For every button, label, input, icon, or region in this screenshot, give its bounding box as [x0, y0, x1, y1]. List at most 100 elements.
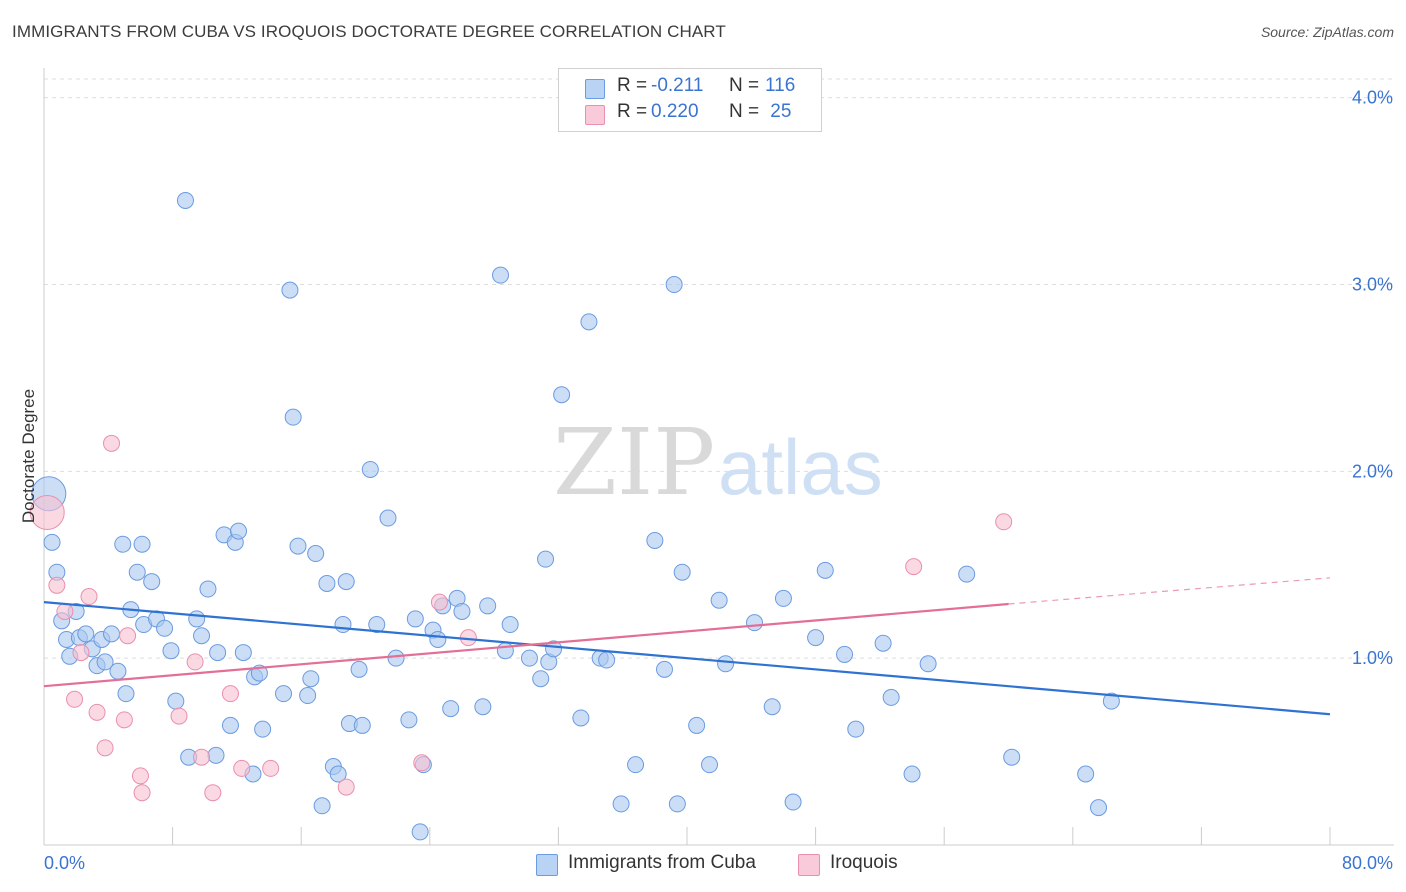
- point-cuba: [1077, 765, 1095, 783]
- point-cuba: [474, 698, 492, 716]
- point-cuba: [289, 537, 307, 555]
- point-iroquois: [80, 588, 98, 606]
- point-iroquois: [905, 558, 923, 576]
- bottom-legend-label-iroquois: Iroquois: [830, 852, 898, 873]
- point-iroquois: [193, 748, 211, 766]
- point-cuba: [193, 627, 211, 645]
- point-cuba: [580, 313, 598, 331]
- point-cuba: [361, 460, 379, 478]
- point-cuba: [275, 685, 293, 703]
- point-cuba: [701, 756, 719, 774]
- point-cuba: [350, 660, 368, 678]
- point-cuba: [479, 597, 497, 615]
- point-cuba: [958, 565, 976, 583]
- bottom-legend-label-cuba: Immigrants from Cuba: [568, 852, 756, 873]
- point-cuba: [847, 720, 865, 738]
- point-cuba: [117, 685, 135, 703]
- point-cuba: [665, 276, 683, 294]
- point-iroquois: [48, 576, 66, 594]
- x-tick-label-min: 0.0%: [44, 853, 85, 873]
- point-cuba: [329, 765, 347, 783]
- point-cuba: [572, 709, 590, 727]
- point-cuba: [688, 716, 706, 734]
- point-iroquois: [115, 711, 133, 729]
- point-iroquois: [995, 513, 1013, 531]
- point-cuba: [496, 642, 514, 660]
- y-tick-label: 3.0%: [1352, 275, 1393, 295]
- point-cuba: [96, 653, 114, 671]
- x-tick-label-max: 80.0%: [1342, 853, 1393, 873]
- point-iroquois: [262, 759, 280, 777]
- point-cuba: [816, 561, 834, 579]
- point-cuba: [114, 535, 132, 553]
- y-tick-label: 2.0%: [1352, 461, 1393, 481]
- legend-swatch-cuba: [585, 79, 605, 99]
- point-cuba: [334, 616, 352, 634]
- points-layer: [29, 191, 1120, 841]
- point-cuba: [254, 720, 272, 738]
- point-cuba: [537, 550, 555, 568]
- point-cuba: [188, 610, 206, 628]
- point-cuba: [882, 688, 900, 706]
- point-cuba: [668, 795, 686, 813]
- point-iroquois: [413, 754, 431, 772]
- point-cuba: [353, 716, 371, 734]
- point-cuba: [532, 670, 550, 688]
- legend-n-value: 25: [765, 101, 792, 122]
- point-cuba: [307, 545, 325, 563]
- point-cuba: [387, 649, 405, 667]
- bottom-legend-swatch-iroquois: [798, 854, 820, 876]
- point-iroquois: [131, 767, 149, 785]
- point-cuba: [199, 580, 217, 598]
- point-cuba: [230, 522, 248, 540]
- watermark-zip: ZIP: [553, 409, 715, 516]
- point-iroquois: [337, 778, 355, 796]
- point-cuba: [1003, 748, 1021, 766]
- point-cuba: [209, 644, 227, 662]
- point-iroquois: [430, 593, 448, 611]
- point-cuba: [302, 670, 320, 688]
- point-cuba: [337, 573, 355, 591]
- point-cuba: [77, 625, 95, 643]
- legend-r-value: -0.211: [651, 75, 704, 96]
- legend-r-value: 0.220: [651, 101, 699, 122]
- point-iroquois: [72, 644, 90, 662]
- point-cuba: [784, 793, 802, 811]
- point-iroquois: [119, 627, 137, 645]
- legend-box: R = -0.211 N = 116 R = 0.220 N = 25: [558, 68, 822, 132]
- watermark-atlas: atlas: [718, 423, 883, 511]
- point-cuba: [281, 281, 299, 299]
- point-cuba: [501, 616, 519, 634]
- bottom-legend-swatch-cuba: [536, 854, 558, 876]
- point-cuba: [598, 651, 616, 669]
- point-cuba: [221, 716, 239, 734]
- point-cuba: [874, 634, 892, 652]
- point-cuba: [710, 591, 728, 609]
- point-cuba: [717, 655, 735, 673]
- point-cuba: [492, 266, 510, 284]
- point-cuba: [318, 574, 336, 592]
- labels-layer: Doctorate Degree 0.0% 80.0% 1.0% 2.0% 3.0%…: [19, 88, 1393, 873]
- point-cuba: [103, 625, 121, 643]
- point-cuba: [919, 655, 937, 673]
- point-cuba: [774, 589, 792, 607]
- trend-layer: [43, 577, 1331, 716]
- point-cuba: [128, 563, 146, 581]
- point-cuba: [234, 644, 252, 662]
- point-iroquois: [66, 690, 84, 708]
- chart-source: Source: ZipAtlas.com: [1260, 24, 1394, 40]
- y-tick-label: 4.0%: [1352, 88, 1393, 108]
- point-cuba: [746, 614, 764, 632]
- point-cuba: [400, 711, 418, 729]
- point-cuba: [313, 797, 331, 815]
- point-iroquois: [103, 434, 121, 452]
- point-cuba: [167, 692, 185, 710]
- chart-title: IMMIGRANTS FROM CUBA VS IROQUOIS DOCTORA…: [12, 22, 726, 41]
- point-cuba: [207, 746, 225, 764]
- trend-line-iroquois-extension: [1008, 577, 1331, 605]
- point-cuba: [612, 795, 630, 813]
- point-cuba: [406, 610, 424, 628]
- point-cuba: [807, 629, 825, 647]
- point-cuba: [655, 660, 673, 678]
